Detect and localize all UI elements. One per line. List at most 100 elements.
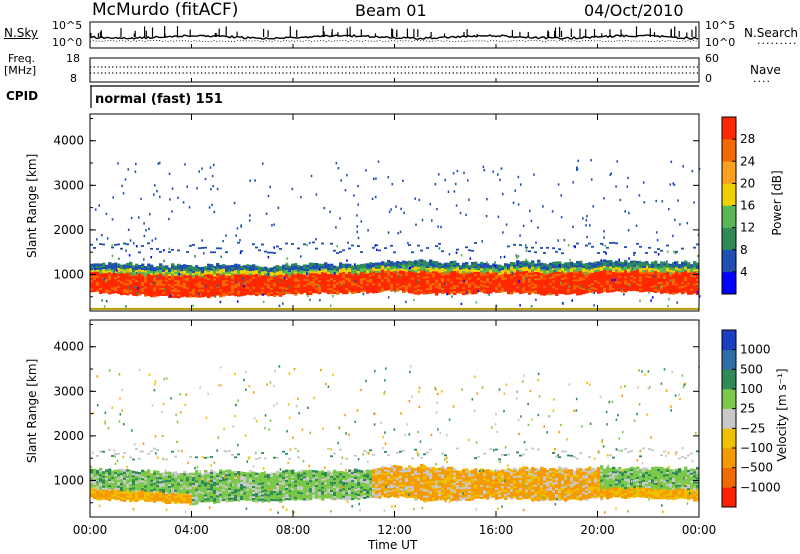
heatmap-cell: [333, 279, 337, 282]
heatmap-cell: [306, 488, 310, 491]
heatmap-cell: [483, 272, 487, 276]
heatmap-cell: [285, 277, 289, 280]
heatmap-cell: [621, 280, 625, 283]
heatmap-cell: [585, 265, 589, 268]
heatmap-cell: [309, 481, 313, 485]
heatmap-cell: [555, 261, 559, 264]
heatmap-cell: [102, 489, 106, 492]
heatmap-cell: [99, 471, 103, 475]
heatmap-cell: [222, 282, 226, 285]
heatmap-cell: [129, 473, 133, 477]
heatmap-cell: [177, 499, 181, 502]
heatmap-cell: [573, 265, 577, 268]
heatmap-cell: [303, 494, 307, 497]
heatmap-cell: [593, 304, 595, 307]
heatmap-cell: [228, 279, 232, 282]
heatmap-cell: [666, 281, 670, 284]
heatmap-cell: [261, 288, 265, 292]
heatmap-cell: [375, 268, 379, 271]
heatmap-cell: [186, 295, 190, 298]
heatmap-cell: [255, 478, 259, 481]
heatmap-cell: [219, 247, 222, 250]
heatmap-cell: [674, 251, 677, 255]
heatmap-cell: [99, 483, 103, 487]
heatmap-cell: [141, 469, 145, 473]
heatmap-cell: [651, 296, 654, 299]
heatmap-cell: [675, 289, 679, 292]
heatmap-cell: [468, 273, 472, 276]
heatmap-cell: [297, 497, 301, 500]
heatmap-cell: [132, 496, 136, 500]
heatmap-cell: [270, 273, 274, 276]
heatmap-cell: [228, 277, 232, 280]
heatmap-cell: [453, 278, 457, 282]
heatmap-cell: [684, 270, 688, 273]
heatmap-cell: [273, 268, 277, 271]
heatmap-cell: [279, 294, 283, 297]
heatmap-cell: [411, 289, 415, 292]
heatmap-cell: [201, 284, 205, 288]
heatmap-cell: [213, 499, 217, 502]
heatmap-cell: [510, 282, 514, 285]
heatmap-cell: [258, 496, 262, 500]
heatmap-cell: [594, 277, 598, 280]
heatmap-cell: [141, 477, 145, 481]
heatmap-cell: [225, 491, 229, 495]
heatmap-cell: [162, 265, 166, 268]
heatmap-cell: [369, 278, 373, 281]
heatmap-cell: [426, 265, 430, 269]
heatmap-cell: [267, 496, 271, 499]
heatmap-cell: [345, 283, 349, 287]
heatmap-cell: [468, 283, 472, 286]
heatmap-cell: [306, 486, 310, 489]
heatmap-cell: [324, 280, 328, 283]
heatmap-cell: [357, 290, 361, 293]
heatmap-cell: [162, 279, 166, 282]
heatmap-cell: [456, 286, 460, 290]
heatmap-cell: [480, 283, 484, 287]
heatmap-cell: [222, 484, 226, 488]
heatmap-cell: [183, 494, 187, 498]
heatmap-cell: [144, 286, 148, 289]
heatmap-cell: [666, 287, 670, 290]
heatmap-cell: [516, 284, 520, 287]
heatmap-cell: [492, 279, 496, 282]
heatmap-cell: [279, 498, 283, 501]
heatmap-cell: [219, 487, 223, 490]
heatmap-cell: [126, 285, 130, 288]
heatmap-cell: [291, 271, 295, 275]
heatmap-cell: [471, 280, 475, 283]
heatmap-cell: [333, 283, 337, 286]
heatmap-cell: [102, 243, 105, 246]
heatmap-cell: [183, 474, 187, 478]
heatmap-cell: [609, 290, 613, 293]
heatmap-cell: [600, 266, 604, 269]
heatmap-cell: [405, 271, 409, 274]
heatmap-cell: [129, 239, 132, 242]
heatmap-cell: [684, 280, 688, 283]
heatmap-cell: [276, 281, 280, 284]
heatmap-cell: [267, 273, 270, 276]
heatmap-cell: [657, 248, 660, 250]
heatmap-cell: [540, 278, 544, 282]
heatmap-cell: [204, 276, 208, 279]
heatmap-cell: [243, 293, 247, 296]
heatmap-cell: [204, 490, 208, 493]
heatmap-cell: [300, 289, 304, 293]
heatmap-cell: [156, 470, 160, 474]
heatmap-cell: [504, 281, 508, 284]
heatmap-cell: [111, 273, 115, 276]
heatmap-cell: [537, 273, 541, 277]
heatmap-cell: [105, 487, 109, 490]
heatmap-cell: [267, 480, 271, 483]
heatmap-cell: [507, 291, 511, 295]
heatmap-cell: [105, 266, 109, 270]
heatmap-cell: [321, 494, 325, 497]
heatmap-cell: [249, 476, 253, 479]
heatmap-cell: [615, 278, 619, 282]
heatmap-cell: [297, 473, 301, 476]
heatmap-cell: [447, 264, 451, 267]
heatmap-cell: [159, 487, 163, 490]
heatmap-cell: [462, 264, 466, 268]
heatmap-cell: [534, 291, 538, 294]
